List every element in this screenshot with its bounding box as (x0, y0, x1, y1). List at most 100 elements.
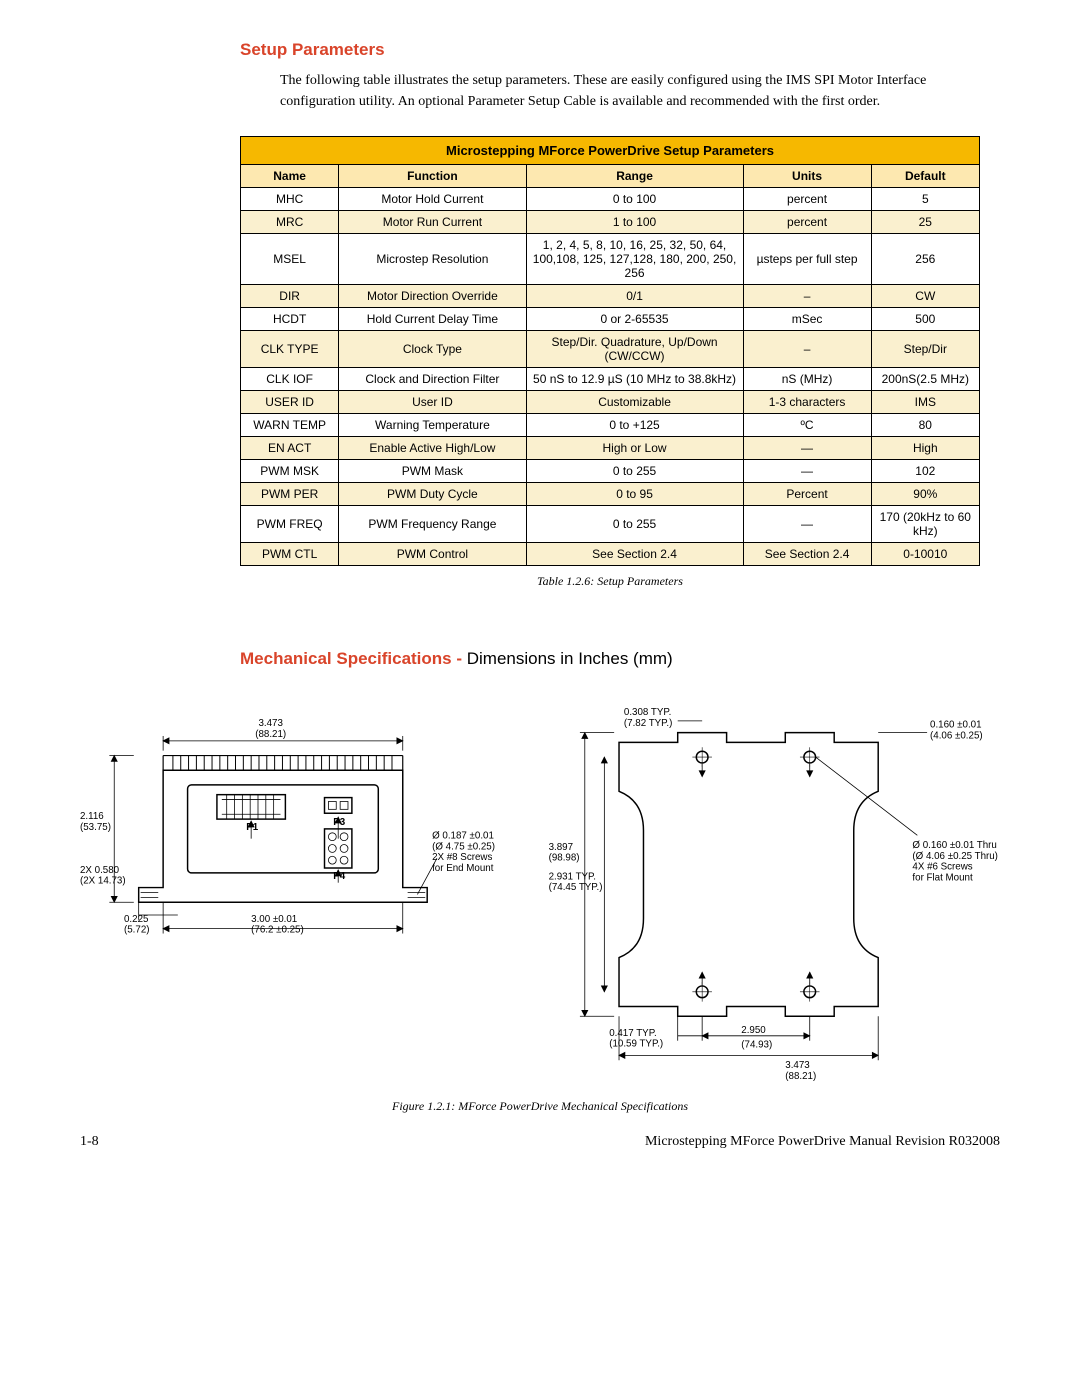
table-cell: Warning Temperature (339, 414, 526, 437)
svg-text:2X 0.580: 2X 0.580 (80, 865, 120, 876)
svg-text:2.950: 2.950 (741, 1025, 766, 1036)
mech-spec-title: Mechanical Specifications - Dimensions i… (240, 649, 1000, 669)
table-cell: CW (871, 285, 979, 308)
table-row: CLK IOFClock and Direction Filter50 nS t… (241, 368, 980, 391)
svg-text:(Ø 4.06 ±0.25 Thru): (Ø 4.06 ±0.25 Thru) (912, 851, 998, 862)
table-cell: 0 to +125 (526, 414, 743, 437)
svg-text:2X #8 Screws: 2X #8 Screws (432, 852, 492, 863)
table-cell: 170 (20kHz to 60 kHz) (871, 506, 979, 543)
table-cell: USER ID (241, 391, 339, 414)
diagram-top-view: 0.308 TYP. (7.82 TYP.) 0.160 ±0.01 (4.06… (531, 699, 1000, 1089)
table-row: WARN TEMPWarning Temperature0 to +125ºC8… (241, 414, 980, 437)
svg-text:3.473: 3.473 (785, 1060, 809, 1071)
table-cell: Step/Dir. Quadrature, Up/Down (CW/CCW) (526, 331, 743, 368)
table-cell: 0 to 255 (526, 506, 743, 543)
table-cell: 0 to 100 (526, 188, 743, 211)
table-cell: Motor Direction Override (339, 285, 526, 308)
table-cell: User ID (339, 391, 526, 414)
table-cell: Enable Active High/Low (339, 437, 526, 460)
table-cell: High (871, 437, 979, 460)
table-cell: DIR (241, 285, 339, 308)
svg-text:3.473: 3.473 (258, 718, 282, 729)
diagram-front-view: 3.473 (88.21) 2.116 (53.75) 2X 0.580 (2X… (80, 699, 501, 949)
mech-title-black: Dimensions in Inches (mm) (467, 649, 673, 668)
table-cell: HCDT (241, 308, 339, 331)
table-cell: 0/1 (526, 285, 743, 308)
table-cell: Customizable (526, 391, 743, 414)
table-row: MHCMotor Hold Current0 to 100percent5 (241, 188, 980, 211)
figure-caption: Figure 1.2.1: MForce PowerDrive Mechanic… (80, 1099, 1000, 1114)
table-cell: CLK IOF (241, 368, 339, 391)
svg-text:(7.82 TYP.): (7.82 TYP.) (623, 718, 672, 729)
table-cell: EN ACT (241, 437, 339, 460)
col-name: Name (241, 165, 339, 188)
table-cell: Clock and Direction Filter (339, 368, 526, 391)
svg-text:Ø 0.160 ±0.01 Thru: Ø 0.160 ±0.01 Thru (912, 840, 996, 851)
table-cell: mSec (743, 308, 871, 331)
table-cell: ºC (743, 414, 871, 437)
table-cell: MRC (241, 211, 339, 234)
svg-text:0.160 ±0.01: 0.160 ±0.01 (930, 720, 982, 731)
svg-text:4X #6 Screws: 4X #6 Screws (912, 862, 972, 873)
table-cell: MHC (241, 188, 339, 211)
table-cell: 256 (871, 234, 979, 285)
table-cell: PWM FREQ (241, 506, 339, 543)
table-cell: IMS (871, 391, 979, 414)
doc-revision: Microstepping MForce PowerDrive Manual R… (645, 1134, 1000, 1150)
svg-text:(5.72): (5.72) (124, 925, 150, 936)
svg-text:(74.45 TYP.): (74.45 TYP.) (548, 882, 602, 893)
table-row: DIRMotor Direction Override0/1–CW (241, 285, 980, 308)
table-row: HCDTHold Current Delay Time0 or 2-65535m… (241, 308, 980, 331)
col-function: Function (339, 165, 526, 188)
svg-text:(76.2 ±0.25): (76.2 ±0.25) (251, 925, 304, 936)
table-cell: percent (743, 211, 871, 234)
table-row: MRCMotor Run Current1 to 100percent25 (241, 211, 980, 234)
col-default: Default (871, 165, 979, 188)
table-cell: Clock Type (339, 331, 526, 368)
table-cell: MSEL (241, 234, 339, 285)
table-cell: High or Low (526, 437, 743, 460)
svg-text:(4.06 ±0.25): (4.06 ±0.25) (930, 730, 983, 741)
table-row: PWM PERPWM Duty Cycle0 to 95Percent90% (241, 483, 980, 506)
svg-text:(98.98): (98.98) (548, 853, 579, 864)
table-cell: 25 (871, 211, 979, 234)
col-units: Units (743, 165, 871, 188)
table-cell: PWM MSK (241, 460, 339, 483)
table-cell: PWM Mask (339, 460, 526, 483)
page-footer: 1-8 Microstepping MForce PowerDrive Manu… (80, 1134, 1000, 1150)
svg-text:2.931 TYP.: 2.931 TYP. (548, 871, 595, 882)
table-cell: — (743, 437, 871, 460)
svg-text:(74.93): (74.93) (741, 1040, 772, 1051)
table-cell: Step/Dir (871, 331, 979, 368)
table-cell: Percent (743, 483, 871, 506)
table-cell: 1-3 characters (743, 391, 871, 414)
section-title-setup: Setup Parameters (240, 40, 1000, 60)
table-cell: 500 (871, 308, 979, 331)
svg-text:0.225: 0.225 (124, 914, 149, 925)
mechanical-diagrams: 3.473 (88.21) 2.116 (53.75) 2X 0.580 (2X… (80, 699, 1000, 1089)
table-cell: Motor Run Current (339, 211, 526, 234)
table-cell: — (743, 460, 871, 483)
table-cell: 90% (871, 483, 979, 506)
table-row: EN ACTEnable Active High/LowHigh or Low—… (241, 437, 980, 460)
mech-title-red: Mechanical Specifications - (240, 649, 467, 668)
svg-text:0.417 TYP.: 0.417 TYP. (609, 1028, 656, 1039)
table-cell: PWM PER (241, 483, 339, 506)
table-cell: – (743, 331, 871, 368)
table-cell: 0-10010 (871, 543, 979, 566)
table-cell: PWM Control (339, 543, 526, 566)
table-cell: Hold Current Delay Time (339, 308, 526, 331)
table-row: PWM MSKPWM Mask0 to 255—102 (241, 460, 980, 483)
svg-text:3.897: 3.897 (548, 842, 572, 853)
svg-text:(88.21): (88.21) (255, 729, 286, 740)
svg-text:(2X 14.73): (2X 14.73) (80, 876, 126, 887)
table-row: MSELMicrostep Resolution1, 2, 4, 5, 8, 1… (241, 234, 980, 285)
svg-text:(Ø 4.75 ±0.25): (Ø 4.75 ±0.25) (432, 841, 495, 852)
svg-text:2.116: 2.116 (80, 811, 104, 822)
table-cell: – (743, 285, 871, 308)
table-cell: — (743, 506, 871, 543)
table-cell: nS (MHz) (743, 368, 871, 391)
table-cell: 0 or 2-65535 (526, 308, 743, 331)
table-cell: µsteps per full step (743, 234, 871, 285)
svg-text:Ø 0.187 ±0.01: Ø 0.187 ±0.01 (432, 831, 494, 842)
